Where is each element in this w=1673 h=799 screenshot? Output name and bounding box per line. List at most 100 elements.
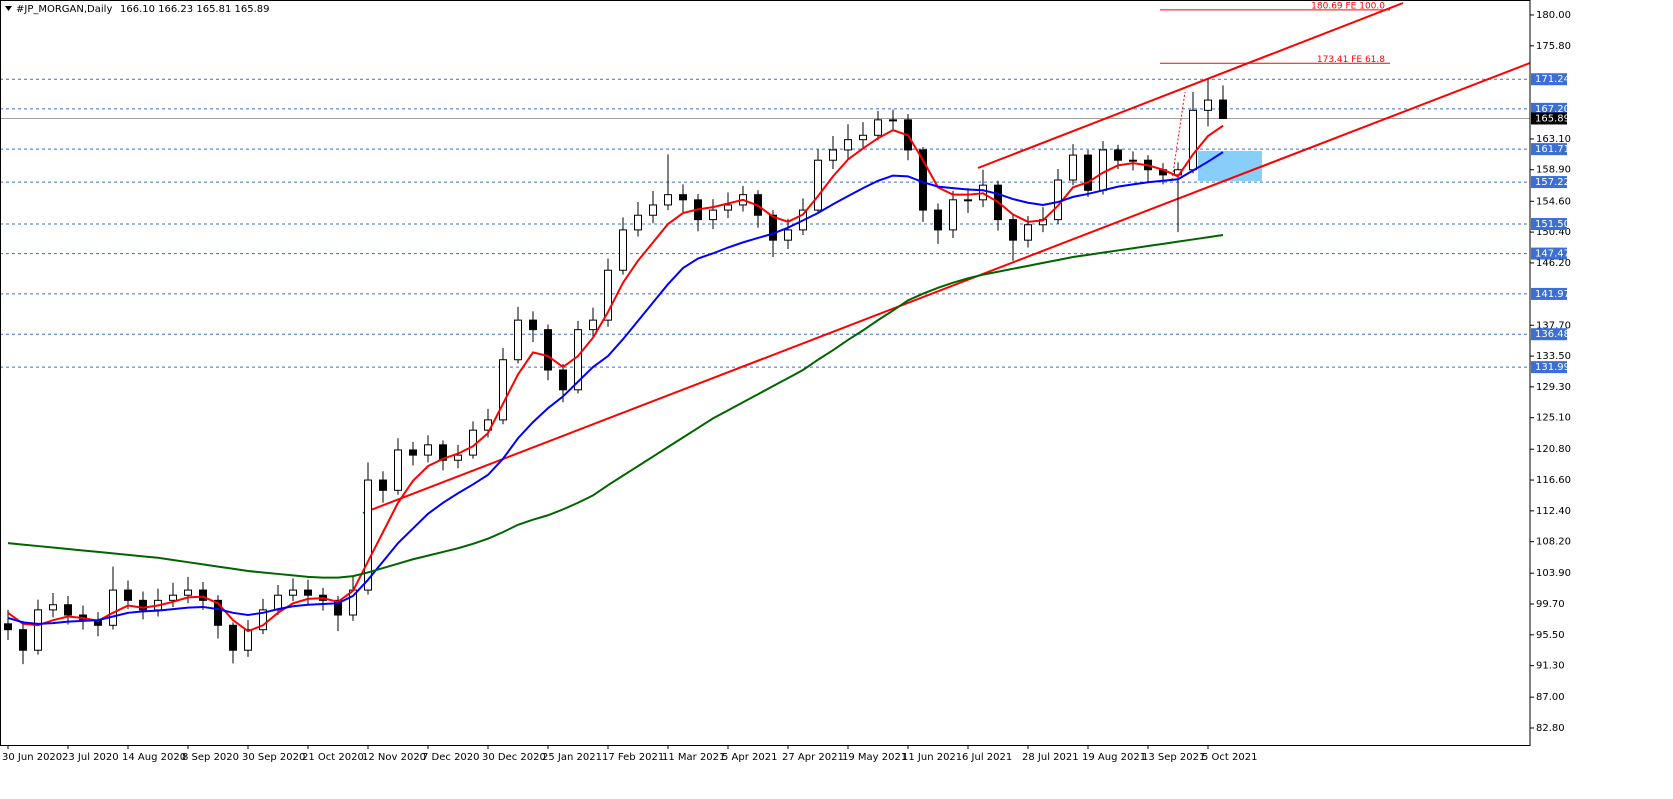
candle-body [1009,219,1017,241]
x-tick-label: 21 Oct 2020 [302,752,364,763]
candle-body [49,604,57,611]
y-tick-label: 87.00 [1536,692,1565,703]
candle-body [394,449,402,491]
level-tag [1531,102,1567,115]
y-tick-label: 103.90 [1536,568,1571,579]
candle-body [1099,149,1107,191]
x-tick-label: 7 Dec 2020 [422,752,480,763]
level-label: 161.71 [1535,144,1570,155]
candle-body [679,194,687,201]
x-tick-label: 23 Jul 2020 [62,752,119,763]
level-label: 141.97 [1535,289,1570,300]
candle-body [4,623,12,631]
candle-body [439,444,447,461]
candle-body [199,589,207,601]
candle-body [499,359,507,421]
x-tick-label: 30 Dec 2020 [482,752,546,763]
y-tick-label: 82.80 [1536,723,1565,734]
y-tick-label: 125.10 [1536,413,1571,424]
candle-body [424,444,432,456]
candle-body [889,119,897,122]
fib-leg [1171,91,1186,181]
candle-body [844,139,852,151]
menu-arrow[interactable] [5,6,12,11]
zone-box [1198,151,1262,181]
candle-body [559,369,567,391]
x-tick-label: 19 Aug 2021 [1082,752,1146,763]
level-tag [1531,176,1567,189]
y-tick-label: 95.50 [1536,630,1565,641]
candle-body [1189,109,1197,171]
candle-body [619,229,627,271]
candle-body [124,589,132,601]
x-tick-label: 12 Nov 2020 [362,752,426,763]
candle-body [169,594,177,601]
candle-body [964,199,972,202]
level-label: 167.20 [1535,104,1570,115]
y-tick-label: 137.70 [1536,320,1571,331]
candle-body [604,269,612,321]
x-tick-label: 5 Oct 2021 [1202,752,1257,763]
candle-body [214,599,222,626]
y-tick-label: 158.90 [1536,165,1571,176]
candle-body [784,229,792,241]
y-tick-label: 133.50 [1536,351,1571,362]
x-tick-label: 19 May 2021 [842,752,907,763]
x-tick-label: 13 Sep 2021 [1142,752,1205,763]
y-tick-label: 99.70 [1536,599,1565,610]
x-tick-label: 11 Jun 2021 [902,752,962,763]
candle-body [634,214,642,231]
candle-body [529,319,537,331]
candle-body [184,589,192,596]
level-tag [1531,361,1567,374]
x-tick-label: 30 Sep 2020 [242,752,305,763]
candle-body [1114,149,1122,161]
symbol: #JP_MORGAN,Daily [16,4,112,15]
level-label: 171.24 [1535,74,1570,85]
level-tag [1531,328,1567,341]
level-label: 131.99 [1535,362,1570,373]
candle-body [364,479,372,591]
candle-body [769,214,777,241]
candle-body [874,119,882,136]
fib-label: 180.69 FE 100.0 [1311,1,1385,11]
candle-body [829,149,837,161]
candle-body [664,194,672,206]
moving-average [7,151,1224,625]
level-tag [1531,287,1567,300]
candle-body [1024,224,1032,241]
x-tick-label: 25 Jan 2021 [542,752,602,763]
channel-lower [362,62,1531,514]
candle-body [379,479,387,491]
level-tag [1531,73,1567,86]
y-tick-label: 120.80 [1536,444,1571,455]
candle-body [514,319,522,361]
candle-body [589,319,597,331]
marks-layer [4,79,1227,665]
x-tick-label: 6 Jul 2021 [962,752,1012,763]
y-tick-label: 163.10 [1536,134,1571,145]
candle-body [244,629,252,651]
candle-body [34,609,42,651]
candle-body [1054,179,1062,221]
candle-body [814,159,822,211]
fib-label: 173.41 FE 61.8 [1317,55,1385,65]
candle-body [334,599,342,616]
candle-body [229,624,237,651]
candle-body [289,589,297,596]
y-tick-label: 154.60 [1536,196,1571,207]
moving-average [7,234,1224,579]
candle-body [859,134,867,141]
candle-body [709,209,717,221]
y-tick-label: 91.30 [1536,661,1565,672]
candle-body [1084,154,1092,191]
channel-upper [977,2,1404,169]
candle-body [64,604,72,616]
candle-body [469,429,477,456]
level-label: 151.50 [1535,219,1570,230]
candle-body [934,209,942,231]
candle-body [1204,99,1212,111]
moving-average [7,124,1224,633]
